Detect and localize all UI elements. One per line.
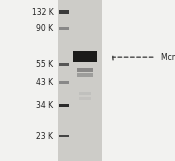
Bar [77,73,93,77]
Bar [58,0,102,161]
Bar [79,97,91,100]
Text: Mcm4 fusion protein: Mcm4 fusion protein [161,53,175,62]
Bar [59,10,69,14]
Bar [59,63,69,66]
Bar [59,135,69,137]
Text: 43 K: 43 K [36,78,53,87]
Bar [79,92,91,95]
Bar [77,68,93,72]
Bar [73,51,97,62]
Text: 55 K: 55 K [36,60,53,69]
Bar [58,0,102,161]
Text: 23 K: 23 K [36,132,53,141]
Bar [59,27,69,30]
Bar [59,104,69,107]
Text: 34 K: 34 K [36,101,53,110]
Text: 132 K: 132 K [32,8,53,17]
Text: 90 K: 90 K [36,24,53,33]
Bar [59,81,69,84]
